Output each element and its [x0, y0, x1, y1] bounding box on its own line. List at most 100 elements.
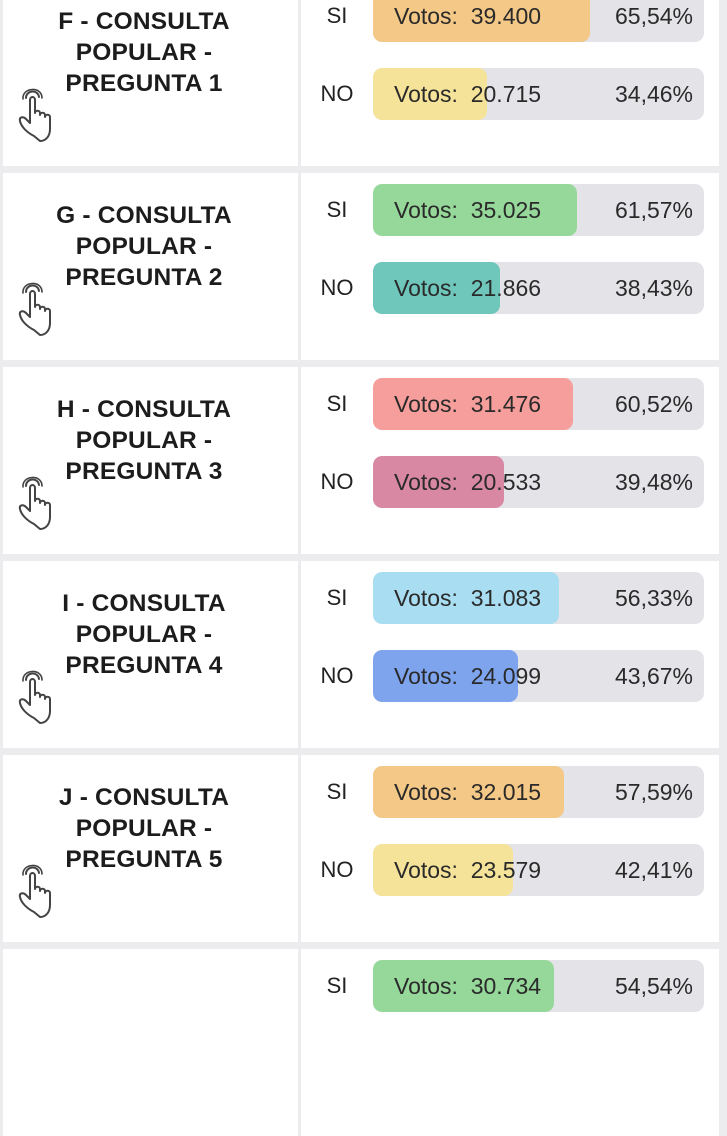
vote-percent: 61,57% [614, 197, 693, 223]
option-label: NO [320, 857, 354, 882]
question-title: F - CONSULTA POPULAR - PREGUNTA 1 [3, 6, 285, 99]
question-title-line: POPULAR - [75, 427, 213, 454]
votes-text: Votos: 35.025 [394, 184, 541, 236]
option-no[interactable]: NO Votos: 21.866 38,43% [301, 262, 719, 314]
option-no[interactable]: NO Votos: 20.533 39,48% [301, 456, 719, 508]
vote-bar-fill [373, 650, 518, 702]
question-title-line: PREGUNTA 5 [65, 846, 223, 873]
vote-percent: 38,43% [614, 275, 693, 301]
votes-count: 20.533 [470, 469, 542, 495]
votes-count: 23.579 [470, 857, 542, 883]
votes-prefix: Votos: [394, 469, 458, 495]
tap-hand-icon[interactable] [16, 668, 62, 728]
votes-count: 30.734 [470, 973, 542, 999]
question-options-cell: SI Votos: 32.015 57,59% NO Votos: 23.579 42,4… [301, 755, 719, 942]
question-row: SI Votos: 30.734 54,54% [0, 946, 727, 1136]
question-title: H - CONSULTA POPULAR - PREGUNTA 3 [3, 394, 285, 487]
question-title-cell[interactable]: H - CONSULTA POPULAR - PREGUNTA 3 [3, 367, 298, 554]
vote-bar: Votos: 21.866 38,43% [373, 262, 704, 314]
option-label: SI [326, 3, 348, 28]
votes-count: 31.476 [470, 391, 542, 417]
question-title: G - CONSULTA POPULAR - PREGUNTA 2 [3, 200, 285, 293]
vote-percent: 60,52% [614, 391, 693, 417]
option-label: SI [326, 197, 348, 222]
question-title-line: J - CONSULTA [58, 784, 230, 811]
vote-percent: 34,46% [614, 81, 693, 107]
vote-bar-fill [373, 844, 514, 896]
vote-bar: Votos: 39.400 65,54% [373, 0, 704, 42]
question-title-cell[interactable]: J - CONSULTA POPULAR - PREGUNTA 5 [3, 755, 298, 942]
votes-count: 21.866 [470, 275, 542, 301]
vote-bar-fill [373, 0, 590, 42]
votes-text: Votos: 31.476 [394, 378, 541, 430]
vote-bar: Votos: 30.734 54,54% [373, 960, 704, 1012]
vote-percent: 56,33% [614, 585, 693, 611]
question-title-line: G - CONSULTA [56, 202, 232, 229]
votes-prefix: Votos: [394, 3, 458, 29]
vote-bar-fill [373, 378, 574, 430]
vote-bar: Votos: 35.025 61,57% [373, 184, 704, 236]
votes-text: Votos: 30.734 [394, 960, 541, 1012]
votes-count: 31.083 [470, 585, 542, 611]
vote-percent: 39,48% [614, 469, 693, 495]
option-label: NO [320, 275, 354, 300]
vote-percent: 43,67% [614, 663, 693, 689]
tap-hand-icon[interactable] [16, 280, 62, 340]
question-title-cell[interactable] [3, 949, 298, 1136]
question-options-cell: SI Votos: 30.734 54,54% [301, 949, 719, 1136]
option-si[interactable]: SI Votos: 39.400 65,54% [301, 0, 719, 42]
option-no[interactable]: NO Votos: 24.099 43,67% [301, 650, 719, 702]
votes-prefix: Votos: [394, 857, 458, 883]
vote-bar-fill [373, 572, 560, 624]
question-title-line: PREGUNTA 2 [65, 264, 223, 291]
votes-text: Votos: 24.099 [394, 650, 541, 702]
option-label: SI [326, 973, 348, 998]
question-title: J - CONSULTA POPULAR - PREGUNTA 5 [3, 782, 285, 875]
question-title-line: H - CONSULTA [56, 396, 232, 423]
option-si[interactable]: SI Votos: 35.025 61,57% [301, 184, 719, 236]
question-row: H - CONSULTA POPULAR - PREGUNTA 3 SI Votos: … [0, 364, 727, 554]
option-si[interactable]: SI Votos: 31.476 60,52% [301, 378, 719, 430]
question-title-line: POPULAR - [75, 39, 213, 66]
votes-prefix: Votos: [394, 585, 458, 611]
votes-count: 35.025 [470, 197, 542, 223]
tap-hand-icon[interactable] [16, 474, 62, 534]
question-title-cell[interactable]: F - CONSULTA POPULAR - PREGUNTA 1 [3, 0, 298, 166]
votes-text: Votos: 21.866 [394, 262, 541, 314]
option-label: NO [320, 469, 354, 494]
question-row: J - CONSULTA POPULAR - PREGUNTA 5 SI Votos: … [0, 752, 727, 942]
option-si[interactable]: SI Votos: 30.734 54,54% [301, 960, 719, 1012]
question-options-cell: SI Votos: 31.476 60,52% NO Votos: 20.533 39,4… [301, 367, 719, 554]
votes-count: 32.015 [470, 779, 542, 805]
vote-percent: 42,41% [614, 857, 693, 883]
question-title-line: POPULAR - [75, 815, 213, 842]
votes-prefix: Votos: [394, 81, 458, 107]
question-title-cell[interactable]: I - CONSULTA POPULAR - PREGUNTA 4 [3, 561, 298, 748]
question-row: I - CONSULTA POPULAR - PREGUNTA 4 SI Votos: … [0, 558, 727, 748]
option-label: SI [326, 391, 348, 416]
votes-prefix: Votos: [394, 197, 458, 223]
votes-text: Votos: 32.015 [394, 766, 541, 818]
option-label: NO [320, 663, 354, 688]
option-no[interactable]: NO Votos: 20.715 34,46% [301, 68, 719, 120]
vote-bar-fill [373, 262, 501, 314]
tap-hand-icon[interactable] [16, 862, 62, 922]
option-no[interactable]: NO Votos: 23.579 42,41% [301, 844, 719, 896]
option-si[interactable]: SI Votos: 31.083 56,33% [301, 572, 719, 624]
votes-prefix: Votos: [394, 275, 458, 301]
votes-text: Votos: 23.579 [394, 844, 541, 896]
vote-bar: Votos: 24.099 43,67% [373, 650, 704, 702]
vote-bar: Votos: 20.533 39,48% [373, 456, 704, 508]
votes-count: 39.400 [470, 3, 542, 29]
question-title-line: POPULAR - [75, 621, 213, 648]
vote-percent: 57,59% [614, 779, 693, 805]
vote-percent: 65,54% [614, 3, 693, 29]
question-title-cell[interactable]: G - CONSULTA POPULAR - PREGUNTA 2 [3, 173, 298, 360]
vote-bar: Votos: 32.015 57,59% [373, 766, 704, 818]
question-row: G - CONSULTA POPULAR - PREGUNTA 2 SI Votos: … [0, 170, 727, 360]
option-si[interactable]: SI Votos: 32.015 57,59% [301, 766, 719, 818]
votes-prefix: Votos: [394, 973, 458, 999]
tap-hand-icon[interactable] [16, 86, 62, 146]
votes-count: 20.715 [470, 81, 542, 107]
question-row: F - CONSULTA POPULAR - PREGUNTA 1 SI Votos: … [0, 0, 727, 166]
